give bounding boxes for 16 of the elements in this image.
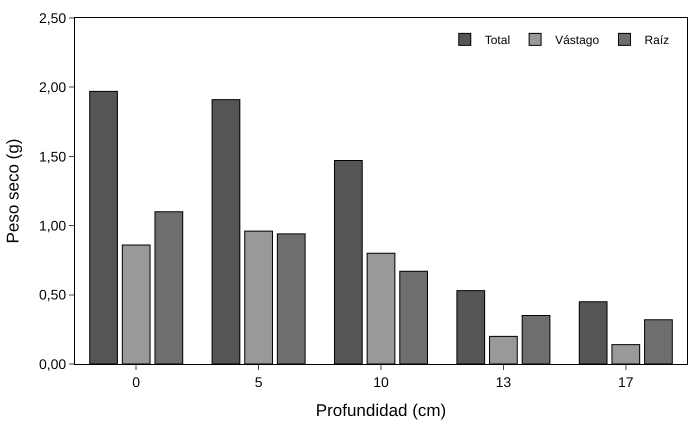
y-tick-label: 1,00 [38, 218, 66, 234]
y-tick-label: 0,50 [38, 286, 66, 303]
legend-label: Total [484, 33, 510, 48]
x-tick-label: 17 [618, 374, 634, 390]
x-axis-title: Profundidad (cm) [316, 401, 446, 420]
y-tick-label: 2,50 [38, 10, 66, 26]
y-tick-label: 0,00 [38, 356, 66, 372]
y-axis-title: Peso seco (g) [4, 138, 22, 244]
y-tick-label: 1,50 [38, 148, 66, 164]
y-tick-label: 2,00 [38, 79, 66, 96]
x-tick-label: 13 [496, 374, 512, 390]
x-tick-label: 10 [373, 374, 389, 390]
x-tick-label: 5 [254, 374, 263, 390]
legend-label: Raíz [644, 33, 670, 48]
legend-label: Vástago [555, 33, 600, 48]
x-tick-label: 0 [132, 374, 140, 390]
